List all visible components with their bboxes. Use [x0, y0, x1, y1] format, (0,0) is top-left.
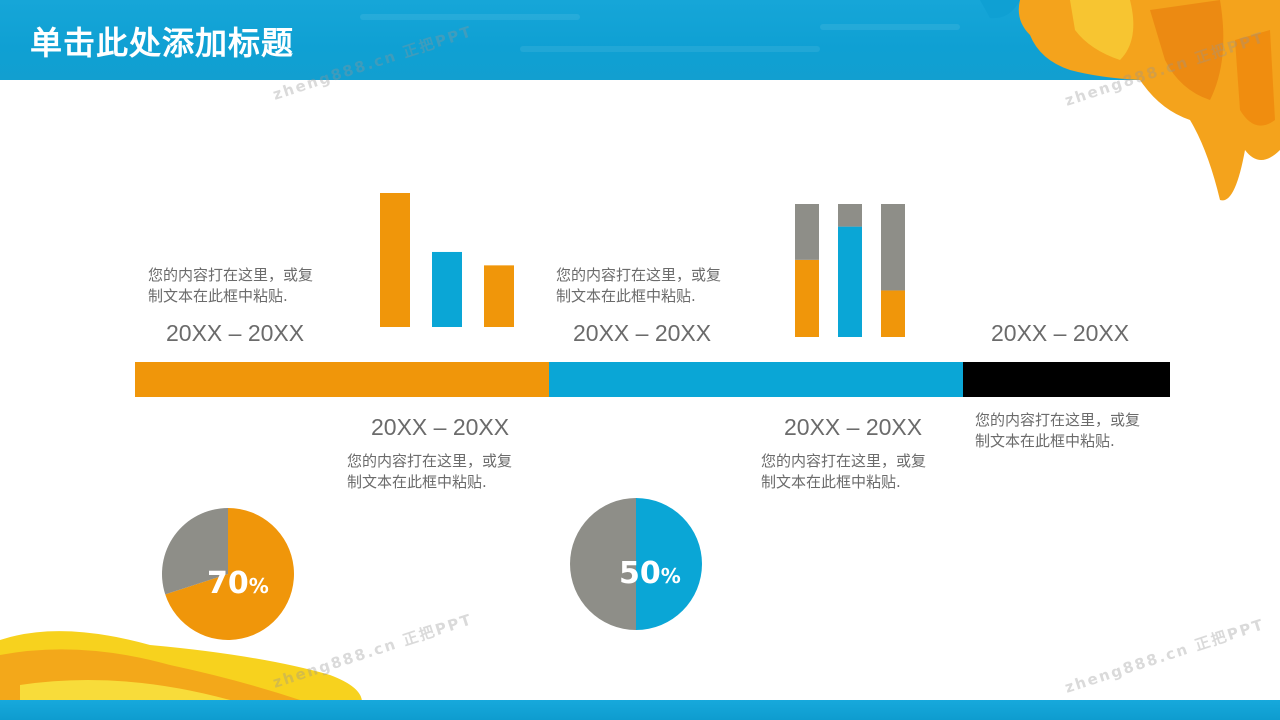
entry-5-desc-line1: 您的内容打在这里，或复 [975, 411, 1141, 429]
pie-2-unit: % [660, 564, 681, 588]
entry-3-desc-line2: 制文本在此框中粘贴. [556, 287, 696, 305]
entry-2-year[interactable]: 20XX – 20XX [371, 414, 510, 440]
stacked-bar-3-segment-1 [881, 290, 905, 337]
entry-5-year[interactable]: 20XX – 20XX [991, 320, 1130, 346]
entry-1-desc-line2: 制文本在此框中粘贴. [148, 287, 288, 305]
entry-2-desc-line1: 您的内容打在这里，或复 [347, 452, 513, 470]
slide-title[interactable]: 单击此处添加标题 [30, 24, 295, 62]
entry-1-year[interactable]: 20XX – 20XX [166, 320, 305, 346]
pie-slice-1 [165, 508, 294, 640]
entry-4-desc-line2: 制文本在此框中粘贴. [761, 473, 901, 491]
entry-1-description[interactable]: 您的内容打在这里，或复 制文本在此框中粘贴. [148, 265, 348, 307]
pie-slice-1 [636, 498, 702, 630]
bar-3 [484, 265, 514, 327]
pie-1-value-label: 70% [207, 566, 269, 601]
entry-1-desc-line1: 您的内容打在这里，或复 [148, 266, 314, 284]
stacked-bar-2-segment-3 [838, 204, 862, 227]
stacked-bar-1-segment-3 [795, 204, 819, 260]
entry-2-description[interactable]: 您的内容打在这里，或复 制文本在此框中粘贴. [347, 451, 547, 493]
entry-3-description[interactable]: 您的内容打在这里，或复 制文本在此框中粘贴. [556, 265, 756, 307]
watermark-text: zheng888.cn 正把PPT [1062, 615, 1267, 697]
paint-texture [520, 46, 820, 52]
pie-slice-2 [162, 508, 228, 595]
pie-2-value: 50 [619, 556, 661, 591]
paint-texture [360, 14, 580, 20]
pie-chart-70[interactable] [160, 506, 296, 642]
paint-texture [820, 24, 960, 30]
stacked-bar-2-segment-2 [838, 226, 862, 337]
bar-chart-1[interactable] [375, 190, 525, 330]
orange-paint-decoration [980, 0, 1280, 201]
entry-4-desc-line1: 您的内容打在这里，或复 [761, 452, 927, 470]
entry-4-description[interactable]: 您的内容打在这里，或复 制文本在此框中粘贴. [761, 451, 961, 493]
bar-1 [380, 193, 410, 327]
footer-bar [0, 700, 1280, 720]
stacked-bar-chart-2[interactable] [790, 200, 915, 340]
entry-4-year[interactable]: 20XX – 20XX [784, 414, 923, 440]
bar-2 [432, 251, 462, 327]
stacked-bar-3-segment-3 [881, 204, 905, 291]
stacked-bar-1-segment-1 [795, 259, 819, 337]
timeline-bar [135, 362, 1170, 397]
timeline-segment-orange [135, 362, 549, 397]
entry-3-desc-line1: 您的内容打在这里，或复 [556, 266, 722, 284]
entry-5-desc-line2: 制文本在此框中粘贴. [975, 432, 1115, 450]
pie-1-unit: % [248, 574, 269, 598]
entry-5-description[interactable]: 您的内容打在这里，或复 制文本在此框中粘贴. [975, 410, 1175, 452]
timeline-segment-black [963, 362, 1170, 397]
pie-1-value: 70 [207, 566, 249, 601]
pie-2-value-label: 50% [619, 556, 681, 591]
pie-chart-50[interactable] [568, 496, 704, 632]
entry-3-year[interactable]: 20XX – 20XX [573, 320, 712, 346]
pie-slice-2 [570, 498, 636, 630]
entry-2-desc-line2: 制文本在此框中粘贴. [347, 473, 487, 491]
timeline-segment-blue [549, 362, 963, 397]
